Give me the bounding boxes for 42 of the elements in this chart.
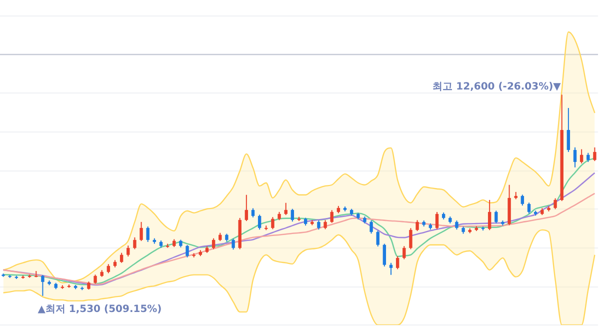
candlestick [133,236,136,250]
candlestick [140,221,143,242]
candlestick [435,211,439,230]
candlestick [290,208,294,222]
candlestick [527,202,531,214]
annotation: ▲최저 1,530 (509.15%) [38,304,162,315]
candlestick [126,245,130,257]
candlestick [251,208,255,218]
candlestick [409,228,412,250]
candlestick [389,262,393,276]
candlestick [317,220,320,230]
candlestick [244,194,248,222]
candlestick [566,107,570,152]
candlestick [396,256,400,270]
candlestick [416,220,419,232]
candlestick [554,198,557,210]
candlestick [382,243,386,267]
candlestick [520,194,524,206]
candlestick [573,146,577,168]
candlestick [212,238,216,250]
candlestick [330,210,334,224]
candlestick [106,264,110,274]
candlestick [488,199,492,231]
candlestick [370,220,373,234]
candlestick [586,152,590,162]
candlestick [271,216,274,230]
candlestick [94,274,97,284]
candlestick [120,252,124,264]
candlestick [324,220,327,230]
candlestick [455,220,458,230]
annotation: 최고 12,600 (-26.03%)▼ [432,82,562,93]
candlestick [284,202,288,216]
candlestick [258,214,262,230]
candlestick [402,246,406,260]
candlestick [580,148,584,164]
candlestick [232,238,235,250]
candlestick [494,210,498,224]
candlestick [376,230,380,247]
candlestick [186,244,189,258]
candlestick [146,226,150,242]
candlestick [41,274,44,296]
candlestick [593,146,596,162]
